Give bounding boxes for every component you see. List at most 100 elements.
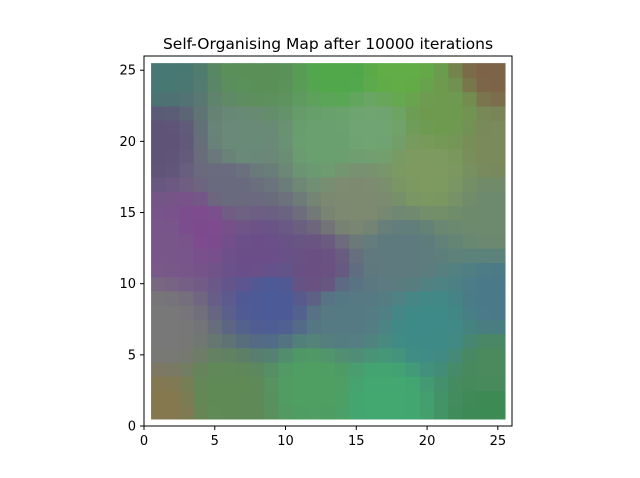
heatmap-cell [462, 390, 478, 406]
heatmap-cell [363, 63, 379, 78]
heatmap-cell [476, 361, 492, 377]
heatmap-cell [236, 205, 251, 221]
heatmap-cell [207, 219, 223, 235]
heatmap-cell [462, 319, 478, 335]
heatmap-cell [151, 319, 166, 335]
heatmap-cell [250, 305, 265, 320]
heatmap-cell [151, 233, 166, 249]
heatmap-cell [363, 134, 379, 150]
heatmap-cell [165, 390, 180, 406]
heatmap-cell [476, 319, 492, 335]
heatmap-cell [179, 148, 195, 164]
heatmap-cell [349, 91, 364, 107]
heatmap-cell [264, 219, 280, 235]
heatmap-cell [363, 77, 379, 93]
heatmap-cell [292, 134, 308, 150]
heatmap-cell [207, 404, 223, 420]
heatmap-cell [391, 105, 407, 121]
heatmap-cell [377, 77, 393, 93]
heatmap-cell [264, 347, 280, 363]
heatmap-cell [335, 219, 350, 235]
heatmap-cell [448, 233, 464, 249]
heatmap-cell [420, 376, 435, 392]
heatmap-cell [278, 120, 294, 135]
heatmap-cell [349, 290, 364, 306]
heatmap-cell [292, 63, 308, 78]
heatmap-cell [306, 162, 322, 178]
heatmap-cell [320, 148, 336, 164]
heatmap-cell [207, 276, 223, 292]
heatmap-cell [448, 162, 464, 178]
heatmap-cell [462, 276, 478, 292]
heatmap-cell [420, 319, 435, 335]
heatmap-cell [476, 205, 492, 221]
heatmap-cell [306, 262, 322, 278]
heatmap-cell [179, 63, 195, 78]
heatmap-cell [221, 63, 237, 78]
heatmap-cell [306, 134, 322, 150]
heatmap-cell [476, 248, 492, 263]
heatmap-cell [278, 176, 294, 192]
heatmap-cell [363, 205, 379, 221]
heatmap-cell [391, 319, 407, 335]
heatmap-cell [165, 276, 180, 292]
heatmap-cell [221, 148, 237, 164]
heatmap-cell [349, 205, 364, 221]
heatmap-cell [391, 262, 407, 278]
heatmap-cell [363, 219, 379, 235]
heatmap-cell [193, 63, 209, 78]
heatmap-cell [250, 134, 265, 150]
heatmap-cell [292, 376, 308, 392]
heatmap-cell [363, 390, 379, 406]
heatmap-cell [490, 148, 506, 164]
heatmap-cell [278, 361, 294, 377]
heatmap-cell [363, 120, 379, 135]
heatmap-cell [448, 319, 464, 335]
heatmap-cell [363, 361, 379, 377]
heatmap-cell [420, 105, 435, 121]
heatmap-cell [292, 162, 308, 178]
heatmap-cell [236, 148, 251, 164]
heatmap-cell [405, 390, 421, 406]
heatmap-cell [236, 219, 251, 235]
heatmap-cell [278, 233, 294, 249]
heatmap-cell [151, 219, 166, 235]
heatmap-cell [193, 333, 209, 349]
heatmap-cell [320, 205, 336, 221]
heatmap-cell [306, 91, 322, 107]
heatmap-cell [462, 77, 478, 93]
heatmap-cell [264, 205, 280, 221]
heatmap-cell [434, 233, 449, 249]
heatmap-cell [264, 120, 280, 135]
heatmap-cell [448, 376, 464, 392]
heatmap-cell [462, 305, 478, 320]
heatmap-cell [165, 91, 180, 107]
heatmap-cell [193, 262, 209, 278]
heatmap-cell [292, 248, 308, 263]
heatmap-cell [207, 262, 223, 278]
heatmap-cell [349, 219, 364, 235]
heatmap-cell [363, 347, 379, 363]
heatmap-cell [165, 176, 180, 192]
heatmap-cell [377, 162, 393, 178]
heatmap-cell [405, 305, 421, 320]
heatmap-cell [405, 319, 421, 335]
heatmap-cell [221, 205, 237, 221]
heatmap-cell [363, 91, 379, 107]
heatmap-cell [476, 404, 492, 420]
heatmap-cell [193, 176, 209, 192]
heatmap-cell [490, 219, 506, 235]
heatmap-cell [363, 248, 379, 263]
heatmap-cell [434, 361, 449, 377]
heatmap-cell [151, 276, 166, 292]
heatmap-cell [250, 219, 265, 235]
heatmap-cell [165, 191, 180, 207]
heatmap-cell [179, 361, 195, 377]
heatmap-cell [377, 134, 393, 150]
heatmap-cell [320, 404, 336, 420]
heatmap-cell [306, 105, 322, 121]
heatmap-cell [377, 262, 393, 278]
heatmap-cell [448, 390, 464, 406]
heatmap-cell [363, 276, 379, 292]
heatmap-cell [250, 376, 265, 392]
